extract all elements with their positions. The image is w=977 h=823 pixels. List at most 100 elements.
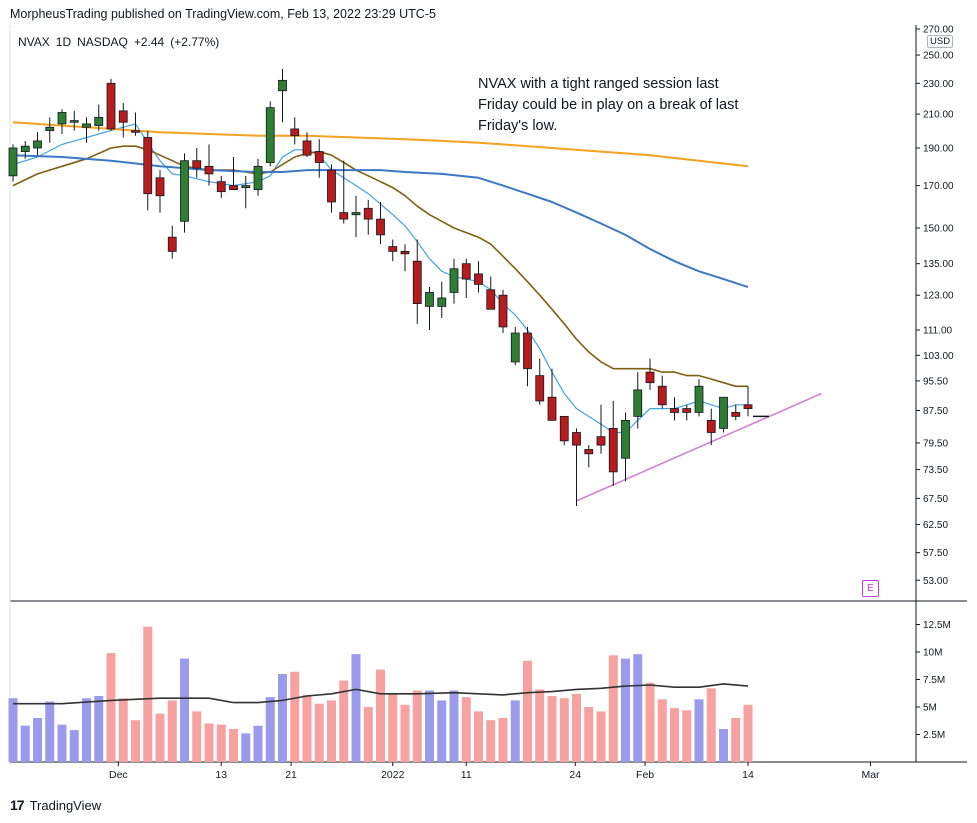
candle-body [584, 449, 594, 455]
candle-body [388, 246, 398, 252]
volume-bar [82, 698, 91, 762]
candle-body [461, 263, 471, 280]
volume-bar [351, 654, 361, 762]
trendline-line [576, 392, 822, 502]
candle-body [192, 160, 202, 169]
volume-bar [253, 725, 263, 762]
candle-body [437, 297, 447, 307]
volume-bar [670, 708, 679, 762]
volume-bar [314, 703, 324, 762]
volume-bar [20, 725, 30, 762]
candle-body [547, 396, 557, 421]
volume-bar [180, 658, 189, 762]
candle-body [82, 123, 91, 128]
symbol-name[interactable]: NVAX [18, 35, 50, 49]
candle-body [486, 289, 496, 310]
candle-body [45, 126, 55, 132]
volume-bar [94, 696, 104, 762]
exchange: NASDAQ [77, 35, 128, 49]
time-tick-label: 24 [569, 769, 581, 781]
candle-body [559, 415, 569, 442]
volume-bar [155, 713, 165, 762]
candle-body [498, 294, 508, 328]
price-tick-label: 250.00 [923, 51, 954, 62]
candle-body [33, 140, 42, 149]
price-tick-label: 67.50 [923, 494, 948, 505]
time-tick-label: 21 [285, 769, 297, 781]
candle-body [376, 218, 385, 236]
volume-bar [204, 723, 214, 762]
volume-bar [192, 711, 202, 762]
volume-bar [278, 674, 287, 762]
tradingview-logo-icon: 17 [10, 797, 25, 813]
volume-bar [694, 699, 704, 762]
price-tick-label: 190.00 [923, 143, 954, 154]
volume-bar [265, 697, 275, 762]
price-tick-label: 135.00 [923, 259, 954, 270]
price-tick-label: 73.50 [923, 465, 948, 476]
currency-badge[interactable]: USD [927, 35, 954, 48]
candle-body [608, 427, 618, 473]
candle-body [596, 436, 606, 446]
volume-tick-label: 10M [923, 648, 942, 659]
price-tick-label: 87.50 [923, 406, 948, 417]
symbol-info: NVAX 1D NASDAQ +2.44 (+2.77%) [18, 35, 225, 49]
price-tick-label: 270.00 [923, 25, 954, 36]
candle-body [706, 419, 716, 433]
candle-body [253, 165, 263, 191]
volume-bar [425, 690, 434, 762]
candle-body [131, 130, 140, 133]
candle-body [425, 292, 434, 307]
volume-bar [486, 720, 496, 762]
candle-body [412, 260, 422, 304]
earnings-marker[interactable]: E [862, 580, 879, 597]
volume-bar [229, 729, 238, 762]
volume-bar [290, 671, 300, 762]
interval[interactable]: 1D [55, 35, 72, 49]
candle-body [155, 177, 165, 197]
volume-bar [437, 700, 447, 762]
candle-body [351, 212, 361, 216]
vol-ma-line [13, 683, 749, 705]
volume-bar [743, 704, 753, 762]
volume-bar [106, 653, 116, 762]
candle-body [118, 110, 128, 123]
volume-bar [706, 688, 716, 762]
volume-bar [633, 654, 643, 762]
candle-body [327, 169, 336, 203]
candle-body [682, 408, 692, 413]
price-tick-label: 150.00 [923, 224, 954, 235]
volume-bar [412, 690, 422, 762]
volume-bar [241, 733, 251, 762]
candle-body [694, 385, 704, 413]
volume-bar [339, 680, 349, 762]
price-tick-label: 103.00 [923, 351, 954, 362]
candle-body [535, 375, 545, 402]
price-tick-label: 95.50 [923, 376, 948, 387]
tradingview-logo-text: TradingView [29, 797, 102, 813]
candle-body [719, 396, 728, 429]
candle-body [474, 273, 483, 285]
volume-bar [216, 724, 226, 762]
volume-bar [461, 697, 471, 762]
volume-bar [143, 626, 153, 762]
candle-body [106, 82, 116, 130]
volume-bar [45, 701, 55, 762]
time-tick-label: 13 [215, 769, 227, 781]
ma-long-line [12, 121, 749, 168]
candle-body [670, 408, 679, 413]
volume-bar [657, 699, 667, 762]
volume-bar [57, 724, 67, 762]
volume-tick-label: 5M [923, 703, 937, 714]
candle-body [302, 140, 312, 156]
price-tick-label: 230.00 [923, 79, 954, 90]
ma-mid-line [12, 145, 748, 388]
ma-slow-line [12, 154, 749, 289]
price-tick-label: 53.00 [923, 576, 948, 587]
tradingview-logo[interactable]: 17 TradingView [10, 797, 101, 813]
volume-bar [167, 700, 177, 762]
annotation-text: NVAX with a tight ranged session last Fr… [478, 76, 739, 134]
price-change-pct: (+2.77%) [170, 35, 220, 49]
candle-body [57, 112, 67, 125]
